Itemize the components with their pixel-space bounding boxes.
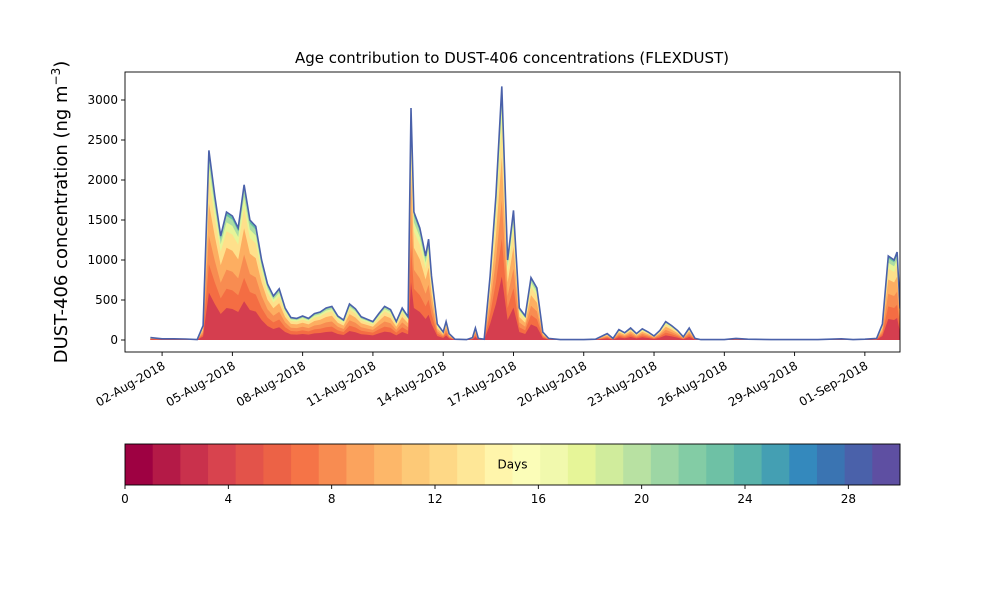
chart-title: Age contribution to DUST-406 concentrati…: [295, 49, 729, 67]
colorbar-segment: [180, 444, 209, 485]
colorbar-tick-label: 0: [121, 492, 129, 506]
colorbar-segment: [484, 444, 513, 485]
colorbar-frame: [124, 443, 901, 486]
colorbar-segment: [318, 444, 347, 485]
y-axis-label: DUST-406 concentration (ng m−3): [49, 61, 72, 364]
colorbar-tick-label: 20: [634, 492, 649, 506]
colorbar-segment: [401, 444, 430, 485]
y-axis-label-close: ): [51, 61, 72, 68]
y-tick-label: 2000: [87, 173, 118, 187]
colorbar-segment: [263, 444, 292, 485]
colorbar-segment: [872, 444, 901, 485]
colorbar-segment: [152, 444, 181, 485]
y-axis-label-main: DUST-406 concentration (ng m: [51, 85, 72, 363]
colorbar-segment: [623, 444, 652, 485]
colorbar-segment: [567, 444, 597, 485]
colorbar-segment: [457, 444, 486, 485]
y-tick-label: 0: [110, 333, 118, 347]
colorbar-tick-label: 8: [328, 492, 336, 506]
colorbar-tick-label: 28: [841, 492, 856, 506]
y-tick-label: 3000: [87, 93, 118, 107]
colorbar-segment: [374, 444, 403, 485]
y-tick-label: 1500: [87, 213, 118, 227]
colorbar-segment: [429, 444, 458, 485]
colorbar-segment: [789, 444, 818, 485]
total-concentration-line: [150, 86, 900, 341]
colorbar-segment: [761, 444, 790, 485]
colorbar: Days 0 4 8 12 16 20 24 28: [121, 443, 901, 506]
y-axis: 0 500 1000 1500 2000 2500 3000: [87, 93, 125, 347]
colorbar-segment: [512, 444, 541, 485]
colorbar-tick-label: 12: [427, 492, 442, 506]
age-layer-area: [150, 276, 900, 340]
colorbar-segment: [816, 444, 846, 485]
colorbar-segment: [540, 444, 569, 485]
y-tick-label: 1000: [87, 253, 118, 267]
colorbar-segment: [706, 444, 735, 485]
colorbar-segment: [125, 444, 154, 485]
y-tick-label: 2500: [87, 133, 118, 147]
colorbar-segment: [844, 444, 873, 485]
colorbar-segment: [346, 444, 375, 485]
colorbar-segment: [291, 444, 320, 485]
colorbar-segment: [650, 444, 680, 485]
colorbar-segment: [235, 444, 264, 485]
colorbar-segment: [208, 444, 237, 485]
colorbar-tick-label: 16: [531, 492, 546, 506]
colorbar-segment: [733, 444, 763, 485]
plot-frame: [124, 71, 901, 353]
colorbar-tick-label: 4: [225, 492, 233, 506]
colorbar-segment: [595, 444, 624, 485]
plot-area: [124, 71, 901, 353]
y-axis-label-superscript: −3: [49, 68, 63, 86]
colorbar-tick-label: 24: [737, 492, 752, 506]
y-tick-label: 500: [95, 293, 118, 307]
area-layers: [150, 86, 900, 341]
colorbar-segment: [678, 444, 707, 485]
colorbar-label: Days: [498, 458, 528, 472]
